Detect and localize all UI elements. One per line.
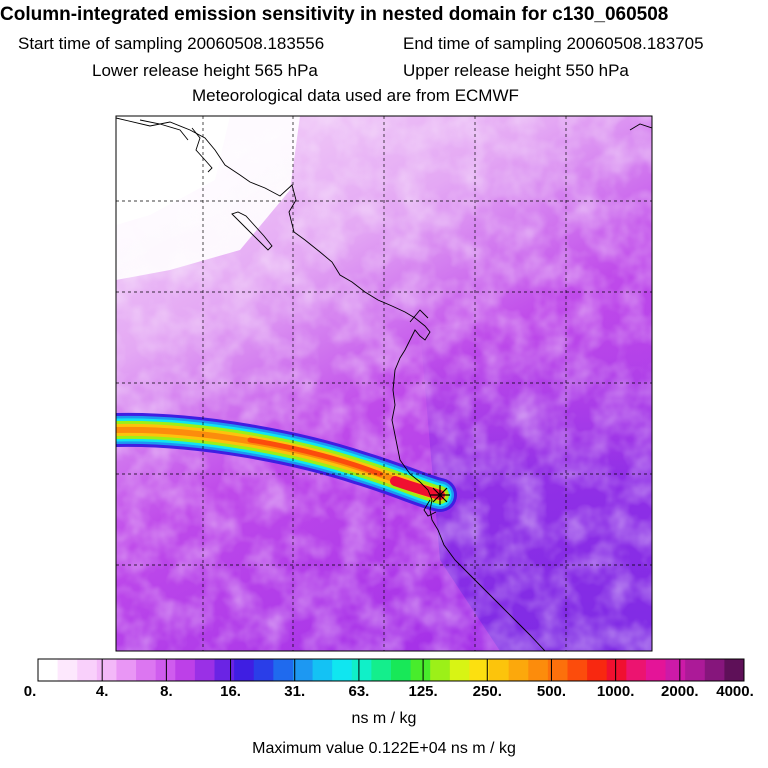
legend-units: ns m / kg	[351, 710, 417, 727]
legend-color-swatch	[253, 659, 274, 681]
legend-color-swatch	[38, 659, 59, 681]
legend-color-swatch	[489, 659, 510, 681]
legend-tick-label: 16.	[220, 683, 241, 700]
legend-tick-label: 63.	[348, 683, 370, 700]
legend-color-swatch	[665, 659, 686, 681]
legend-color-swatch	[449, 659, 470, 681]
legend-tick-label: 2000.	[661, 683, 699, 700]
legend-color-swatch	[704, 659, 725, 681]
legend-color-swatch	[645, 659, 667, 681]
legend-color-swatch	[175, 659, 196, 681]
legend-tick-label: 250.	[472, 683, 502, 700]
legend-color-swatch	[273, 659, 294, 681]
legend-tick-label: 1000.	[596, 683, 635, 700]
legend-tick-label: 31.	[284, 683, 306, 700]
color-legend-bar	[37, 658, 745, 682]
legend-color-swatch	[430, 659, 451, 681]
legend-color-swatch	[626, 659, 647, 681]
legend-color-swatch	[606, 659, 627, 681]
legend-tick-label: 4.	[95, 683, 109, 700]
legend-color-swatch	[685, 659, 706, 681]
legend-color-swatch	[155, 659, 176, 681]
end-time-label: End time of sampling 20060508.183705	[403, 34, 704, 53]
legend-color-swatch	[234, 659, 255, 681]
legend-border	[37, 658, 745, 682]
legend-color-swatch	[312, 659, 333, 681]
legend-tick-label: 0.	[23, 683, 37, 700]
legend-color-swatch	[136, 659, 157, 681]
legend-color-swatch	[547, 659, 568, 681]
legend-color-swatch	[194, 659, 215, 681]
lat-lon-grid	[116, 116, 652, 651]
legend-color-swatch	[587, 659, 608, 681]
legend-color-swatch	[292, 659, 314, 681]
legend-color-swatch	[371, 659, 392, 681]
map-field	[116, 116, 652, 651]
legend-color-swatch	[77, 659, 98, 681]
legend-color-swatch	[116, 659, 137, 681]
legend-color-swatch	[214, 659, 235, 681]
map-frame	[115, 115, 653, 652]
legend-color-swatch	[567, 659, 588, 681]
legend-color-swatch	[410, 659, 431, 681]
legend-color-swatch	[96, 659, 117, 681]
legend-tick-label: 4000.	[716, 683, 754, 700]
lower-release-label: Lower release height 565 hPa	[92, 61, 318, 80]
maximum-value-label: Maximum value 0.122E+04 ns m / kg	[252, 740, 516, 757]
start-time-label: Start time of sampling 20060508.183556	[18, 34, 325, 53]
legend-color-swatch	[724, 659, 745, 681]
legend-color-swatch	[391, 659, 412, 681]
coastline	[116, 117, 652, 651]
legend-color-swatch	[332, 659, 353, 681]
legend-tick-label: 500.	[536, 683, 567, 700]
figure-title: Column-integrated emission sensitivity i…	[0, 4, 669, 25]
legend-color-swatch	[351, 659, 372, 681]
legend-color-swatch	[508, 659, 529, 681]
met-data-label: Meteorological data used are from ECMWF	[192, 86, 519, 105]
release-point-star	[430, 485, 450, 505]
legend-tick-label: 8.	[160, 683, 173, 700]
legend-color-swatch	[469, 659, 490, 681]
upper-release-label: Upper release height 550 hPa	[403, 61, 629, 80]
legend-color-swatch	[528, 659, 549, 681]
legend-tick-label: 125.	[408, 683, 438, 700]
emission-plume	[116, 412, 457, 512]
legend-color-swatch	[57, 659, 78, 681]
